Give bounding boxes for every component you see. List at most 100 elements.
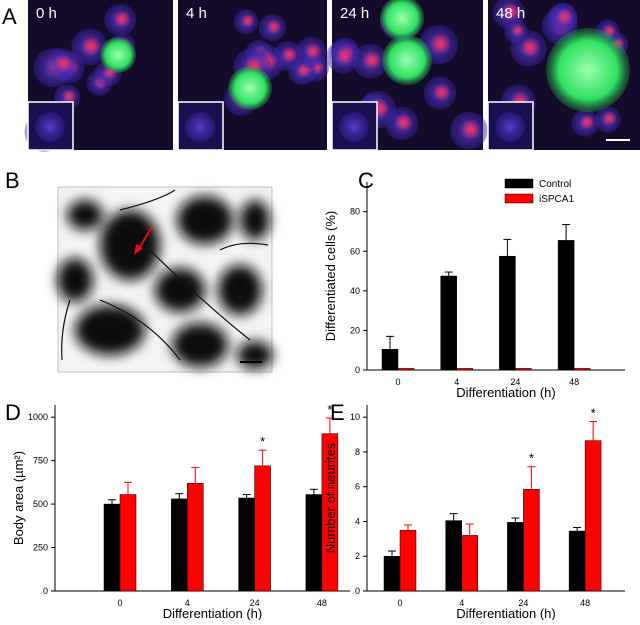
bar xyxy=(238,497,255,592)
bar xyxy=(515,368,532,371)
bar xyxy=(584,440,602,592)
error-bar xyxy=(562,224,571,241)
y-tick-label: 80 xyxy=(350,207,360,217)
bar xyxy=(445,520,462,592)
error-bar xyxy=(527,466,536,490)
legend-swatch xyxy=(504,178,534,189)
panel-label: C xyxy=(358,168,374,193)
panel-label: D xyxy=(5,400,21,425)
error-bar xyxy=(124,481,132,495)
bar xyxy=(440,275,457,371)
nucleolus xyxy=(81,35,102,57)
significance-mark: * xyxy=(327,402,332,417)
y-tick-label: 500 xyxy=(33,499,48,509)
panel-b-image xyxy=(57,186,273,373)
error-bar xyxy=(503,238,512,257)
y-tick-label: 0 xyxy=(43,586,48,596)
nucleolus xyxy=(501,2,520,21)
error-bar xyxy=(388,550,396,557)
x-tick-label: 24 xyxy=(250,598,260,608)
bar xyxy=(103,503,121,592)
y-tick-label: 250 xyxy=(33,543,48,553)
nucleolus xyxy=(460,119,482,140)
legend-label: iSPCA1 xyxy=(539,194,574,205)
nucleolus xyxy=(54,54,73,73)
significance-mark: * xyxy=(260,434,265,449)
x-axis-label: Differentiation (h) xyxy=(163,606,262,620)
bar xyxy=(557,240,575,371)
bar xyxy=(305,494,323,592)
bar xyxy=(573,368,591,371)
bar xyxy=(119,494,137,592)
x-tick-label: 4 xyxy=(185,598,190,608)
legend-swatch xyxy=(504,193,534,204)
nucleolus xyxy=(394,113,413,132)
y-tick-label: 0 xyxy=(355,586,360,596)
green-cell xyxy=(380,0,424,40)
bar xyxy=(456,368,473,371)
image-label: 24 h xyxy=(340,5,369,22)
nucleolus xyxy=(556,9,573,26)
x-tick-label: 0 xyxy=(397,598,402,608)
nucleolus xyxy=(281,46,298,63)
image-label: 48 h xyxy=(496,5,525,22)
x-tick-label: 48 xyxy=(317,598,327,608)
x-tick-label: 48 xyxy=(580,598,590,608)
green-cell xyxy=(100,37,136,73)
inset-nucleus xyxy=(495,112,525,142)
y-tick-label: 1000 xyxy=(28,412,48,422)
y-tick-label: 20 xyxy=(350,325,360,335)
x-tick-label: 0 xyxy=(395,377,400,387)
image-label: 0 h xyxy=(36,5,57,22)
y-axis-label: Body area (µm²) xyxy=(11,451,26,545)
nucleolus xyxy=(511,23,525,37)
bar xyxy=(523,489,540,592)
micrographs: 0 h 4 h 24 h 48 h xyxy=(24,0,640,152)
significance-mark: * xyxy=(591,406,596,421)
nucleolus xyxy=(241,13,255,28)
inset-nucleus xyxy=(35,112,65,142)
x-tick-label: 4 xyxy=(454,377,459,387)
nucleolus xyxy=(520,37,541,58)
green-cell xyxy=(546,28,630,112)
panel-label: E xyxy=(330,400,345,425)
nucleolus xyxy=(304,42,322,60)
error-bar xyxy=(444,271,453,276)
y-tick-label: 6 xyxy=(355,482,360,492)
x-axis-label: Differentiation (h) xyxy=(456,606,555,620)
y-axis-label: Differentiated cells (%) xyxy=(323,211,338,342)
nucleolus xyxy=(602,111,617,126)
bar-chart: 0 250 500 750 1000 0 4 24 48 * * Differentiation (h… xyxy=(11,402,350,621)
nucleolus xyxy=(579,114,595,130)
nucleolus xyxy=(62,89,77,104)
y-tick-label: 2 xyxy=(355,551,360,561)
significance-mark: * xyxy=(529,451,534,466)
error-bar xyxy=(258,449,267,466)
y-tick-label: 40 xyxy=(350,286,360,296)
nucleolus xyxy=(266,19,282,35)
nucleolus xyxy=(432,83,451,102)
y-tick-label: 10 xyxy=(350,412,360,422)
x-tick-label: 24 xyxy=(510,377,520,387)
error-bar xyxy=(242,494,251,498)
error-bar xyxy=(325,417,334,434)
bar xyxy=(461,535,478,592)
bar xyxy=(171,498,188,592)
nucleolus xyxy=(335,46,355,65)
y-tick-label: 60 xyxy=(350,246,360,256)
error-bar xyxy=(589,421,598,441)
error-bar xyxy=(404,524,412,531)
green-cell xyxy=(382,35,432,85)
error-bar xyxy=(511,517,520,523)
green-cell xyxy=(228,66,272,110)
bar xyxy=(254,465,271,592)
nucleolus xyxy=(362,50,382,70)
x-tick-label: 48 xyxy=(569,377,579,387)
y-tick-label: 4 xyxy=(355,516,360,526)
bar xyxy=(399,529,417,592)
error-bar xyxy=(175,493,184,499)
nucleolus xyxy=(429,32,452,55)
panel-label: A xyxy=(2,4,17,29)
